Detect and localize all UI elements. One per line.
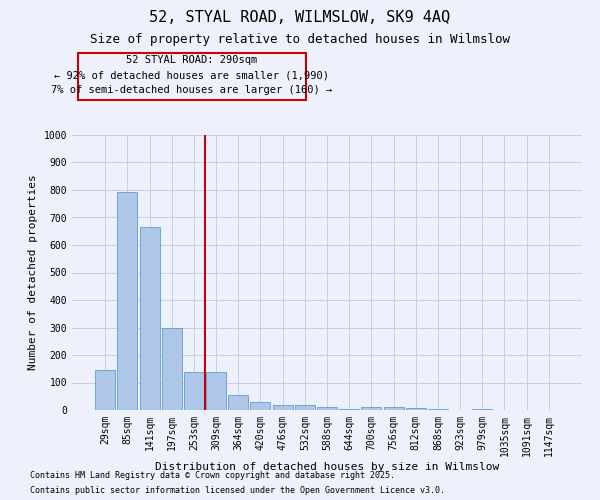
Bar [184, 372, 204, 410]
Bar [162, 328, 182, 410]
Bar [250, 402, 271, 410]
Y-axis label: Number of detached properties: Number of detached properties [28, 174, 38, 370]
Text: 52, STYAL ROAD, WILMSLOW, SK9 4AQ: 52, STYAL ROAD, WILMSLOW, SK9 4AQ [149, 10, 451, 25]
Bar [383, 407, 404, 410]
Text: 52 STYAL ROAD: 290sqm: 52 STYAL ROAD: 290sqm [127, 55, 257, 65]
Text: Size of property relative to detached houses in Wilmslow: Size of property relative to detached ho… [90, 32, 510, 46]
X-axis label: Distribution of detached houses by size in Wilmslow: Distribution of detached houses by size … [155, 462, 499, 471]
Bar [361, 407, 382, 410]
Bar [140, 227, 160, 410]
Bar [339, 409, 359, 410]
Bar [206, 372, 226, 410]
Bar [228, 395, 248, 410]
Bar [95, 370, 115, 410]
Text: ← 92% of detached houses are smaller (1,990): ← 92% of detached houses are smaller (1,… [55, 70, 329, 80]
Bar [472, 409, 492, 410]
Text: Contains HM Land Registry data © Crown copyright and database right 2025.: Contains HM Land Registry data © Crown c… [30, 471, 395, 480]
Bar [428, 409, 448, 410]
Bar [317, 406, 337, 410]
Bar [272, 404, 293, 410]
Bar [295, 405, 315, 410]
Bar [118, 192, 137, 410]
Text: Contains public sector information licensed under the Open Government Licence v3: Contains public sector information licen… [30, 486, 445, 495]
Text: 7% of semi-detached houses are larger (160) →: 7% of semi-detached houses are larger (1… [52, 85, 332, 95]
Bar [406, 408, 426, 410]
